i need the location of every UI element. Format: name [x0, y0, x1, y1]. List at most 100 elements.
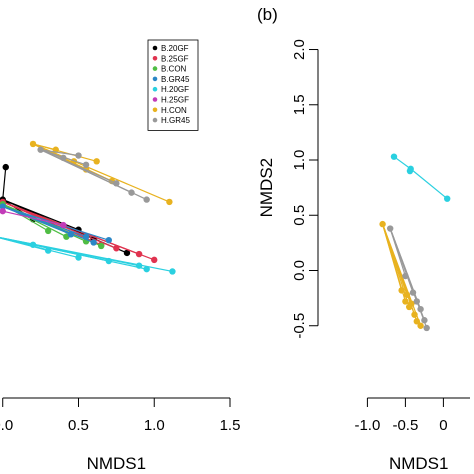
- data-point: [423, 324, 430, 332]
- data-point: [417, 322, 424, 329]
- y-tick-label: 2.0: [291, 39, 308, 60]
- data-point: [44, 247, 52, 254]
- legend-marker: [152, 45, 158, 51]
- y-tick-label: 1.5: [291, 94, 308, 115]
- series-h-con: [379, 220, 424, 329]
- data-point: [82, 161, 90, 168]
- data-point: [143, 196, 150, 203]
- series-line: [410, 168, 448, 200]
- data-point: [90, 239, 97, 246]
- data-point: [413, 298, 420, 305]
- y-tick-label: -0.5: [291, 313, 308, 339]
- data-layer: [0, 140, 176, 275]
- panel-b-label: (b): [257, 5, 278, 24]
- data-point: [93, 158, 100, 165]
- data-point: [29, 140, 37, 148]
- data-point: [411, 311, 418, 318]
- data-point: [408, 300, 415, 307]
- panel-b: -1.0 -0.5 0 NMDS1 -0.5 0.0 0.5 1.0 1.5 2.0 NMDS2: [257, 39, 470, 473]
- x-tick-label: -0.5: [392, 417, 418, 434]
- series-line: [382, 223, 413, 304]
- data-point: [75, 254, 82, 261]
- y-tick-label: 0.0: [291, 260, 308, 281]
- data-point: [29, 241, 37, 248]
- data-point: [128, 189, 135, 196]
- legend-marker: [152, 76, 158, 82]
- legend-marker: [152, 117, 158, 123]
- series-line: [0, 237, 34, 246]
- legend-box: [147, 39, 199, 131]
- legend-label: H.GR45: [161, 116, 190, 125]
- legend-label: H.CON: [161, 106, 187, 115]
- legend-label: B.GR45: [161, 75, 190, 84]
- data-point: [105, 257, 112, 265]
- legend-marker: [152, 66, 158, 71]
- x-tick-label: -1.0: [354, 417, 380, 434]
- data-point: [60, 154, 67, 162]
- series-h-con: [29, 140, 173, 206]
- data-point: [67, 231, 75, 238]
- data-point: [105, 236, 112, 244]
- data-point: [409, 289, 417, 296]
- data-point: [403, 291, 411, 299]
- series-line: [389, 228, 418, 302]
- series-h-gr45: [387, 225, 430, 332]
- legend-marker: [152, 97, 158, 102]
- series-line: [2, 205, 72, 235]
- series-line: [40, 149, 132, 194]
- y-axis-title: NMDS2: [257, 158, 276, 218]
- legend-label: B.20GF: [161, 44, 189, 53]
- data-point: [98, 242, 105, 250]
- data-point: [390, 153, 398, 160]
- series-h-gr45: [37, 146, 150, 203]
- data-point: [44, 227, 52, 235]
- data-point: [379, 220, 386, 228]
- data-point: [75, 152, 82, 159]
- data-point: [113, 245, 120, 252]
- y-tick-label: 0.5: [291, 205, 308, 226]
- data-point: [0, 203, 6, 210]
- series-line: [32, 143, 97, 162]
- data-point: [113, 180, 120, 187]
- series-line: [32, 143, 170, 203]
- data-layer: [379, 153, 451, 332]
- data-point: [421, 317, 428, 324]
- data-point: [37, 146, 44, 153]
- data-point: [444, 195, 451, 202]
- data-point: [417, 305, 424, 313]
- data-point: [0, 207, 6, 215]
- data-point: [169, 268, 176, 275]
- data-point: [406, 167, 414, 175]
- series-line: [393, 156, 412, 170]
- data-point: [2, 163, 9, 171]
- x-axis-title: NMDS1: [87, 454, 147, 473]
- x-tick-label: 1.0: [144, 417, 165, 434]
- data-point: [151, 256, 158, 264]
- x-tick-label: 0.0: [0, 417, 13, 434]
- data-point: [402, 298, 409, 305]
- data-point: [135, 250, 143, 258]
- x-tick-label: 1.5: [220, 417, 241, 434]
- data-point: [82, 233, 90, 240]
- data-point: [413, 318, 420, 325]
- series-h-20gf: [0, 237, 176, 275]
- data-point: [143, 265, 150, 273]
- x-tick-label: 0.5: [68, 417, 89, 434]
- data-point: [402, 272, 409, 280]
- data-point: [387, 225, 394, 232]
- legend-label: B.25GF: [161, 54, 189, 63]
- legend-marker: [152, 56, 158, 61]
- series-h-20gf: [390, 153, 451, 202]
- data-point: [123, 249, 131, 257]
- legend-marker: [152, 86, 158, 92]
- legend-label: B.CON: [161, 65, 187, 74]
- legend-label: H.20GF: [161, 85, 189, 94]
- x-tick-label: 0: [439, 417, 447, 434]
- data-point: [166, 198, 173, 206]
- series-line: [40, 149, 79, 157]
- legend-label: H.25GF: [161, 96, 189, 105]
- series-h-25gf: [0, 207, 67, 229]
